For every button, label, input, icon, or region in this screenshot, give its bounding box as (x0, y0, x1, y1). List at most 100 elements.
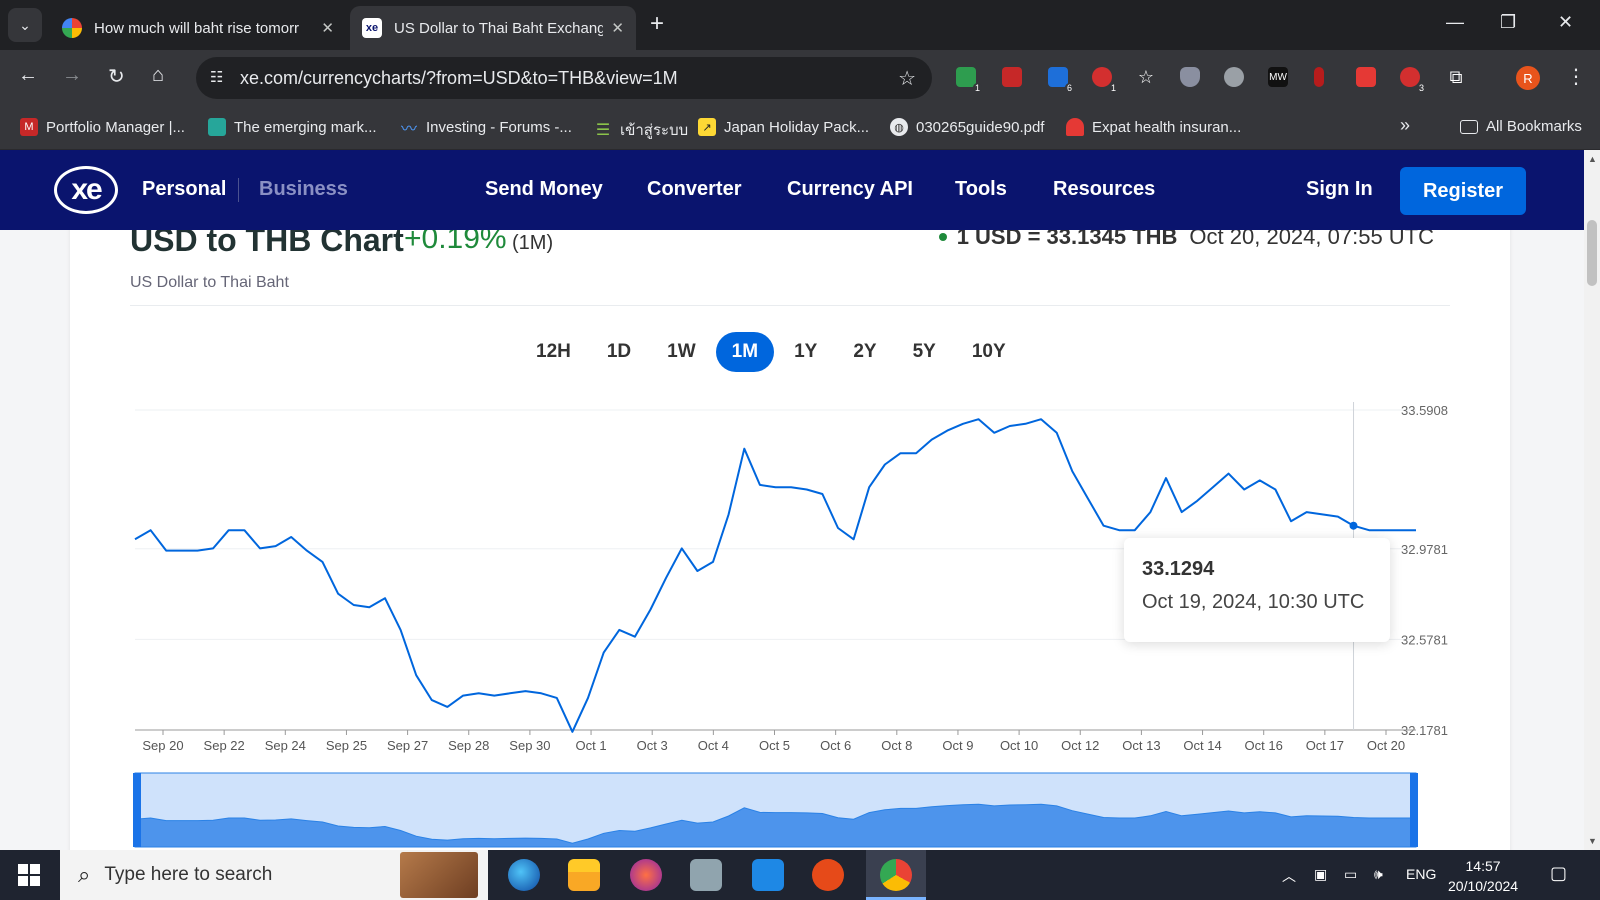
reload-icon[interactable]: ↻ (108, 66, 125, 88)
period-button-12h[interactable]: 12H (536, 341, 571, 362)
bookmark-investing[interactable]: 〰 Investing - Forums -... (400, 118, 572, 139)
xe-logo[interactable]: xe (54, 166, 118, 214)
hover-point (1349, 521, 1358, 530)
tab-baht-rise[interactable]: How much will baht rise tomorr ✕ (50, 6, 346, 50)
calendar-icon[interactable] (752, 859, 784, 891)
close-tab-icon[interactable]: ✕ (611, 20, 624, 37)
windows-start-icon[interactable] (18, 864, 40, 886)
chart-title: USD to THB Chart (130, 230, 404, 258)
nav-converter[interactable]: Converter (647, 178, 742, 200)
bookmark-umbrella-icon (1066, 118, 1084, 136)
nav-resources[interactable]: Resources (1053, 178, 1156, 200)
home-icon[interactable]: ⌂ (152, 64, 165, 86)
extension-globe-icon[interactable] (1224, 67, 1244, 87)
x-tick-label: Oct 5 (759, 738, 790, 753)
x-tick-label: Oct 13 (1122, 738, 1160, 753)
scroll-up-icon[interactable]: ▲ (1588, 154, 1597, 164)
restore-icon[interactable]: ❐ (1500, 12, 1517, 32)
extension-star-icon[interactable]: ☆ (1137, 66, 1155, 87)
nav-send-money[interactable]: Send Money (485, 178, 603, 200)
extension-pdf-icon[interactable] (1356, 67, 1376, 87)
period-button-10y[interactable]: 10Y (971, 341, 1006, 362)
minimize-icon[interactable]: — (1446, 12, 1464, 32)
site-settings-icon[interactable]: ☷ (210, 69, 224, 86)
business-link[interactable]: Business (259, 178, 348, 200)
notifications-icon[interactable]: ▢ (1550, 863, 1568, 883)
extension-f-icon[interactable]: 6 (1048, 67, 1074, 93)
bookmark-portfolio[interactable]: M Portfolio Manager |... (20, 118, 185, 136)
duckduckgo-icon[interactable] (812, 859, 844, 891)
close-tab-icon[interactable]: ✕ (321, 20, 334, 37)
tab-xe-chart[interactable]: xe US Dollar to Thai Baht Exchange ✕ (350, 6, 636, 50)
extension-bookmark-icon[interactable] (1002, 67, 1022, 87)
period-button-5y[interactable]: 5Y (912, 341, 936, 362)
sign-in-link[interactable]: Sign In (1306, 178, 1373, 200)
extension-shield-grey-icon[interactable] (1180, 67, 1200, 87)
google-favicon-icon (62, 18, 82, 38)
navigator-handle-right[interactable] (1410, 773, 1418, 847)
bookmark-expat[interactable]: Expat health insuran... (1066, 118, 1241, 136)
y-tick-label: 32.9781 (1401, 542, 1448, 557)
new-tab-button[interactable]: + (650, 10, 665, 37)
chart-period: (1M) (512, 232, 554, 254)
period-button-1w[interactable]: 1W (667, 341, 696, 362)
volume-icon[interactable]: 🕪 (1374, 866, 1383, 882)
address-bar[interactable]: ☷ xe.com/currencycharts/?from=USD&to=THB… (196, 57, 932, 99)
xe-navbar: xe Personal Business Send Money Converte… (0, 150, 1584, 230)
period-button-1m[interactable]: 1M (715, 332, 775, 372)
extension-pin-icon[interactable] (1314, 67, 1324, 87)
bookmark-japan[interactable]: ↗ Japan Holiday Pack... (698, 118, 869, 136)
period-button-1d[interactable]: 1D (606, 341, 632, 362)
xe-favicon-icon: xe (362, 18, 382, 38)
taskbar-clock[interactable]: 14:57 20/10/2024 (1448, 856, 1518, 896)
period-selector: 12H 1D 1W 1M 1Y 2Y 5Y 10Y (520, 332, 1026, 372)
browser-menu-icon[interactable]: ⋮ (1566, 66, 1586, 88)
tray-chevron-icon[interactable]: ︿ (1282, 868, 1296, 884)
close-window-icon[interactable]: ✕ (1558, 12, 1574, 32)
register-button[interactable]: Register (1400, 167, 1526, 215)
url-text[interactable]: xe.com/currencycharts/?from=USD&to=THB&v… (240, 68, 678, 88)
bookmark-guide-pdf[interactable]: ◍ 030265guide90.pdf (890, 118, 1044, 136)
tray-device-icon[interactable]: ▣ (1314, 866, 1328, 882)
bookmark-emerging[interactable]: The emerging mark... (208, 118, 377, 136)
chrome-taskbar-button[interactable] (866, 850, 926, 900)
scroll-down-icon[interactable]: ▼ (1588, 836, 1597, 846)
back-icon[interactable]: ← (18, 64, 38, 86)
scroll-thumb[interactable] (1587, 220, 1597, 286)
firefox-icon[interactable] (630, 859, 662, 891)
nav-currency-api[interactable]: Currency API (787, 178, 913, 200)
extension-shield-icon[interactable]: 1 (956, 67, 982, 93)
personal-link[interactable]: Personal (142, 178, 227, 200)
bookmark-list-icon: ☰ (595, 122, 611, 139)
taskbar-search[interactable]: ⌕ Type here to search (60, 850, 488, 900)
extension-p-icon[interactable]: 3 (1400, 67, 1426, 93)
period-button-2y[interactable]: 2Y (853, 341, 877, 362)
bookmark-login-thai[interactable]: ☰ เข้าสู่ระบบ (595, 122, 689, 139)
calculator-icon[interactable] (690, 859, 722, 891)
x-tick-label: Sep 24 (265, 738, 306, 753)
edge-icon[interactable] (508, 859, 540, 891)
nav-tools[interactable]: Tools (955, 178, 1007, 200)
extension-mw-icon[interactable]: MW (1268, 67, 1288, 87)
language-indicator[interactable]: ENG (1406, 866, 1437, 882)
period-button-1y[interactable]: 1Y (794, 341, 818, 362)
more-bookmarks-button[interactable]: » (1400, 115, 1411, 135)
extensions-puzzle-icon[interactable]: ⧉ (1449, 66, 1463, 87)
profile-avatar[interactable]: R (1516, 66, 1540, 90)
all-bookmarks-button[interactable]: All Bookmarks (1460, 118, 1582, 135)
header-divider (130, 305, 1450, 306)
extension-abp-icon[interactable]: 1 (1092, 67, 1118, 93)
bookmark-star-icon[interactable]: ☆ (898, 68, 916, 90)
bookmark-map-icon (208, 118, 226, 136)
rate-value: 1 USD = 33.1345 THB (956, 230, 1178, 249)
file-explorer-icon[interactable] (568, 859, 600, 891)
tab-search-button[interactable]: ⌄ (8, 8, 42, 42)
network-icon[interactable]: ▭ (1344, 866, 1358, 882)
tab-title: How much will baht rise tomorr (94, 19, 300, 37)
navigator-handle-left[interactable] (133, 773, 141, 847)
page-scrollbar[interactable]: ▲ ▼ (1584, 150, 1600, 850)
bookmark-m-icon: M (20, 118, 38, 136)
forward-icon[interactable]: → (62, 64, 82, 86)
search-icon: ⌕ (78, 862, 91, 887)
page-content: USD to THB Chart +0.19% (1M) 1 USD = 33.… (0, 230, 1584, 850)
